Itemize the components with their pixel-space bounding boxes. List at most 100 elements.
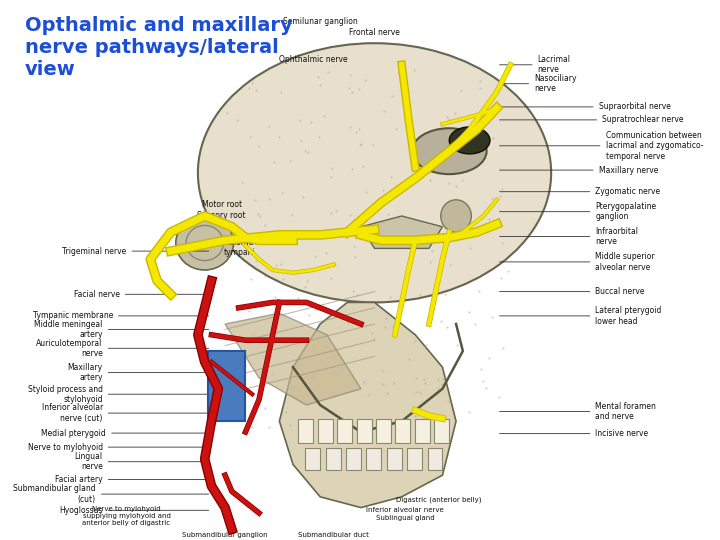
Point — [377, 186, 389, 195]
Point — [438, 375, 449, 383]
Point — [451, 341, 463, 349]
Point — [479, 141, 490, 150]
Point — [308, 233, 320, 241]
Point — [343, 84, 355, 92]
Point — [354, 85, 365, 94]
Text: Infraorbital
nerve: Infraorbital nerve — [500, 227, 639, 246]
Point — [226, 202, 238, 211]
Point — [440, 289, 451, 298]
Point — [238, 382, 249, 391]
Text: Ophthalmic nerve: Ophthalmic nerve — [279, 55, 348, 64]
Text: Nerve to mylohyoid
supplying mylohyoid and
anterior belly of digastric: Nerve to mylohyoid supplying mylohyoid a… — [83, 505, 171, 526]
Point — [384, 293, 396, 301]
Text: Maxillary
artery: Maxillary artery — [68, 363, 209, 382]
Point — [481, 384, 492, 393]
Polygon shape — [225, 313, 361, 405]
Point — [281, 407, 292, 416]
Point — [294, 116, 306, 124]
Point — [251, 256, 262, 265]
Text: Lateral pterygoid
lower head: Lateral pterygoid lower head — [500, 306, 662, 326]
Point — [387, 322, 398, 330]
Point — [344, 123, 356, 132]
Point — [443, 115, 454, 124]
Text: Trigeminal nerve: Trigeminal nerve — [63, 247, 209, 255]
Point — [275, 88, 287, 97]
Point — [261, 232, 272, 241]
Bar — [407, 448, 422, 470]
Point — [444, 261, 455, 269]
Bar — [325, 448, 341, 470]
Point — [284, 156, 296, 165]
Point — [271, 261, 282, 269]
Point — [228, 385, 240, 394]
Point — [414, 389, 426, 397]
Point — [454, 132, 466, 141]
Point — [250, 86, 261, 94]
Point — [357, 161, 369, 170]
Point — [267, 336, 279, 345]
Point — [420, 341, 432, 349]
Text: Zygomatic nerve: Zygomatic nerve — [500, 187, 660, 196]
Text: Middle meningeal
artery: Middle meningeal artery — [35, 320, 209, 339]
Point — [325, 274, 337, 282]
Point — [270, 293, 282, 302]
Text: Incisive nerve: Incisive nerve — [500, 429, 649, 438]
Text: Tympanic membrane: Tympanic membrane — [32, 312, 209, 320]
Text: Sensory root: Sensory root — [197, 212, 246, 220]
Point — [310, 305, 321, 314]
Point — [245, 275, 256, 284]
Point — [246, 423, 258, 431]
Text: Semilunar ganglion: Semilunar ganglion — [283, 17, 358, 26]
Point — [264, 195, 275, 204]
Text: Supraorbital nerve: Supraorbital nerve — [500, 103, 670, 111]
Point — [256, 383, 267, 391]
Point — [268, 158, 279, 166]
Point — [444, 179, 455, 187]
Point — [441, 322, 453, 331]
Point — [308, 265, 320, 274]
Point — [274, 132, 285, 141]
Text: Nerve to mylohyoid: Nerve to mylohyoid — [27, 443, 209, 451]
Point — [419, 342, 431, 351]
Point — [400, 90, 412, 98]
Point — [492, 393, 504, 401]
Point — [253, 141, 264, 150]
Point — [297, 193, 308, 201]
Point — [388, 379, 400, 388]
Point — [286, 211, 297, 219]
Point — [442, 154, 454, 163]
Bar — [428, 448, 443, 470]
Point — [244, 133, 256, 142]
Point — [221, 109, 233, 118]
Point — [362, 390, 374, 399]
Point — [247, 330, 258, 339]
Point — [424, 258, 436, 266]
Point — [378, 106, 390, 115]
Point — [275, 259, 287, 268]
Polygon shape — [279, 302, 456, 508]
Point — [358, 377, 369, 386]
Point — [288, 383, 300, 391]
Point — [284, 421, 296, 430]
Text: Communication between
lacrimal and zygomatico-
temporal nerve: Communication between lacrimal and zygom… — [500, 131, 703, 161]
Point — [496, 239, 508, 247]
Point — [408, 65, 420, 74]
Point — [368, 335, 379, 343]
Ellipse shape — [441, 200, 472, 232]
Point — [306, 372, 318, 380]
Point — [456, 205, 468, 214]
Point — [249, 195, 261, 204]
Ellipse shape — [412, 128, 487, 174]
Point — [302, 147, 314, 156]
Point — [386, 91, 397, 100]
Text: Digastric (anterior belly): Digastric (anterior belly) — [396, 496, 482, 503]
Polygon shape — [361, 216, 443, 248]
Point — [400, 282, 411, 291]
Point — [398, 79, 410, 88]
Point — [366, 328, 378, 337]
Point — [433, 384, 444, 393]
Text: Frontal nerve: Frontal nerve — [349, 28, 400, 37]
Point — [318, 112, 330, 120]
Point — [354, 125, 365, 133]
Point — [349, 252, 361, 261]
